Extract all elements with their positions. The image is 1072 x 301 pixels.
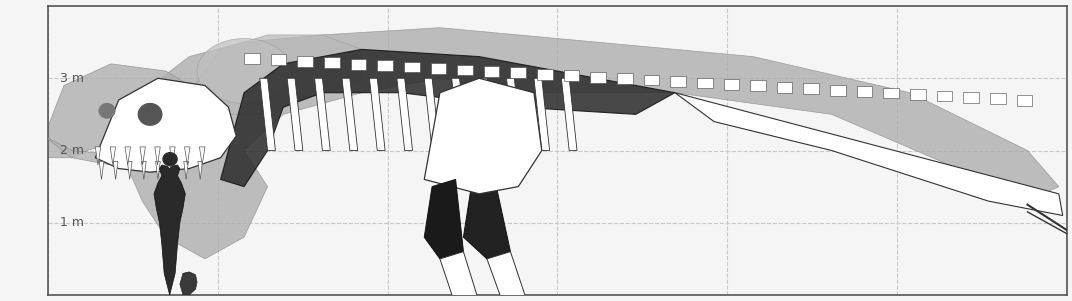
Polygon shape bbox=[154, 165, 185, 295]
Bar bbox=[937, 91, 952, 101]
Polygon shape bbox=[155, 161, 161, 179]
Polygon shape bbox=[169, 147, 175, 165]
Bar bbox=[244, 53, 259, 64]
Bar bbox=[617, 73, 632, 84]
Polygon shape bbox=[180, 272, 197, 295]
Bar bbox=[697, 78, 713, 88]
Polygon shape bbox=[169, 161, 175, 179]
Polygon shape bbox=[183, 161, 189, 179]
Polygon shape bbox=[463, 179, 510, 259]
Polygon shape bbox=[440, 252, 479, 301]
Bar bbox=[457, 64, 473, 75]
Polygon shape bbox=[487, 252, 526, 301]
Polygon shape bbox=[95, 78, 236, 172]
Bar bbox=[830, 85, 846, 96]
Bar bbox=[537, 69, 553, 80]
Polygon shape bbox=[221, 49, 675, 187]
Polygon shape bbox=[425, 78, 440, 150]
Polygon shape bbox=[451, 78, 467, 150]
Polygon shape bbox=[342, 78, 358, 150]
Polygon shape bbox=[125, 147, 131, 165]
Circle shape bbox=[163, 153, 177, 166]
Polygon shape bbox=[44, 64, 205, 158]
Polygon shape bbox=[95, 147, 101, 165]
Bar bbox=[431, 63, 446, 74]
Bar bbox=[883, 88, 899, 98]
Polygon shape bbox=[190, 35, 361, 114]
Polygon shape bbox=[287, 78, 303, 150]
Polygon shape bbox=[110, 147, 116, 165]
Polygon shape bbox=[199, 147, 205, 165]
Text: 2 m: 2 m bbox=[60, 144, 84, 157]
Polygon shape bbox=[139, 147, 146, 165]
Bar bbox=[803, 83, 819, 94]
Bar bbox=[271, 54, 286, 65]
Bar bbox=[724, 79, 740, 90]
Bar bbox=[591, 72, 606, 82]
Polygon shape bbox=[184, 147, 190, 165]
Polygon shape bbox=[397, 78, 413, 150]
Bar bbox=[377, 60, 393, 71]
Bar bbox=[1016, 95, 1032, 106]
Bar bbox=[297, 56, 313, 67]
Polygon shape bbox=[425, 179, 463, 259]
Bar bbox=[989, 93, 1006, 104]
Polygon shape bbox=[44, 136, 190, 165]
Polygon shape bbox=[675, 93, 1062, 216]
Bar bbox=[483, 66, 500, 77]
Bar bbox=[670, 76, 686, 87]
Bar bbox=[857, 86, 873, 97]
Ellipse shape bbox=[197, 39, 292, 104]
Bar bbox=[643, 75, 659, 85]
Bar bbox=[750, 80, 765, 91]
Polygon shape bbox=[128, 161, 132, 179]
Bar bbox=[910, 89, 925, 100]
Polygon shape bbox=[259, 78, 276, 150]
Bar bbox=[777, 82, 792, 93]
Circle shape bbox=[138, 104, 162, 125]
Bar bbox=[964, 92, 979, 103]
Text: 1 m: 1 m bbox=[60, 216, 84, 229]
Circle shape bbox=[99, 104, 115, 118]
Polygon shape bbox=[314, 78, 330, 150]
Bar bbox=[404, 62, 419, 73]
Polygon shape bbox=[154, 147, 161, 165]
Polygon shape bbox=[425, 78, 541, 194]
Bar bbox=[324, 57, 340, 68]
Bar bbox=[510, 67, 526, 78]
Polygon shape bbox=[114, 161, 118, 179]
Polygon shape bbox=[507, 78, 522, 150]
Polygon shape bbox=[534, 78, 550, 150]
Text: 3 m: 3 m bbox=[60, 72, 84, 85]
Polygon shape bbox=[142, 161, 146, 179]
Polygon shape bbox=[126, 28, 1059, 259]
Polygon shape bbox=[370, 78, 385, 150]
Bar bbox=[564, 70, 579, 81]
Polygon shape bbox=[479, 78, 495, 150]
Bar bbox=[351, 59, 367, 70]
Polygon shape bbox=[198, 161, 203, 179]
Polygon shape bbox=[562, 78, 577, 150]
Polygon shape bbox=[99, 161, 104, 179]
